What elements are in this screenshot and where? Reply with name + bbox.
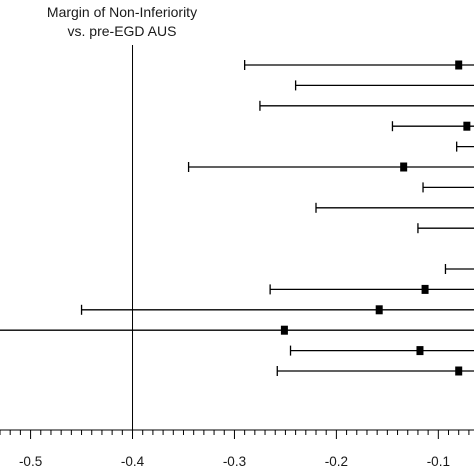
ci-row <box>187 162 474 172</box>
ci-row <box>0 325 474 335</box>
ci-row <box>80 304 474 315</box>
x-tick-label: -0.2 <box>325 454 348 469</box>
ci-row <box>294 80 474 91</box>
ci-row <box>391 121 474 132</box>
ci-row <box>269 284 474 295</box>
ci-row <box>259 100 474 111</box>
x-tick-label: -0.5 <box>19 454 42 469</box>
x-axis-ticks <box>0 430 470 439</box>
x-tick-label: -0.1 <box>427 454 450 469</box>
chart-title-line-2: vs. pre-EGD AUS <box>68 23 177 39</box>
point-estimate-marker <box>455 366 463 376</box>
ci-row <box>422 182 474 193</box>
ci-row <box>444 264 474 274</box>
chart-title-line-1: Margin of Non-Inferiority <box>47 4 197 20</box>
point-estimate-marker <box>375 305 383 315</box>
point-estimate-marker <box>400 162 408 172</box>
ci-row <box>243 60 474 70</box>
ci-row <box>417 223 474 234</box>
point-estimate-marker <box>280 325 288 335</box>
x-axis-tick-labels: -0.5 -0.4 -0.3 -0.2 -0.1 <box>19 454 450 469</box>
ci-row <box>289 345 474 356</box>
point-estimate-marker <box>421 284 429 294</box>
point-estimate-marker <box>416 346 424 356</box>
x-tick-label: -0.4 <box>121 454 145 469</box>
x-tick-label: -0.3 <box>223 454 246 469</box>
ci-row <box>276 366 474 376</box>
ci-row <box>456 141 474 152</box>
point-estimate-marker <box>463 121 471 131</box>
point-estimate-marker <box>455 60 463 70</box>
confidence-intervals <box>0 60 474 376</box>
ci-row <box>315 202 474 213</box>
